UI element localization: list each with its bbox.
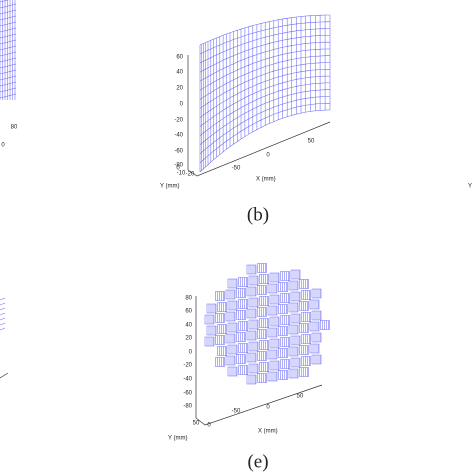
caption: (b) [247, 204, 269, 225]
tick-label: 80 [185, 296, 192, 302]
tick-label: -20 [183, 363, 192, 369]
axis-label: Y [468, 184, 472, 190]
tick-label: -50 [232, 409, 241, 415]
tick-label: 20 [176, 86, 183, 92]
tick-label: -50 [232, 166, 241, 172]
mesh [204, 263, 330, 385]
tick-label: -40 [174, 133, 183, 139]
tick-label: -20 [186, 172, 195, 178]
axes-b [187, 55, 331, 177]
tick-label: 0 [176, 166, 180, 172]
mesh [0, 372, 9, 379]
tick-label: 60 [185, 309, 192, 315]
meshes [0, 0, 331, 385]
axis-label: Y (mm) [160, 184, 180, 190]
axis-label: X (mm) [256, 177, 276, 183]
axis-label: Y (mm) [168, 436, 188, 442]
tick-label: 20 [185, 336, 192, 342]
tick-label: -80 [183, 404, 192, 410]
tick-label: 0 [266, 153, 270, 159]
tick-label: -40 [183, 377, 192, 383]
caption: (e) [247, 451, 268, 472]
tick-label: 0 [1, 143, 5, 149]
tick-label: 0 [189, 350, 193, 356]
tick-label: -60 [183, 391, 192, 397]
tick-label: 50 [308, 139, 315, 145]
tick-label: -20 [174, 118, 183, 124]
mesh [0, 297, 6, 331]
tick-label: 50 [297, 394, 304, 400]
mesh [0, 0, 17, 100]
tick-label: -60 [174, 149, 183, 155]
tick-label: -10 [177, 171, 186, 177]
tick-label: 0 [180, 102, 184, 108]
mesh [199, 14, 331, 173]
axis-label: X (mm) [258, 429, 278, 435]
tick-label: 60 [176, 55, 183, 61]
tick-label: 40 [185, 323, 192, 329]
tick-label: 0 [266, 405, 270, 411]
tick-label: -80 [174, 163, 183, 169]
tick-label: 40 [176, 70, 183, 76]
tick-label: 0 [207, 423, 211, 429]
tick-label: 50 [193, 421, 200, 427]
tick-label: 80 [11, 125, 18, 131]
axes-e [195, 296, 323, 426]
